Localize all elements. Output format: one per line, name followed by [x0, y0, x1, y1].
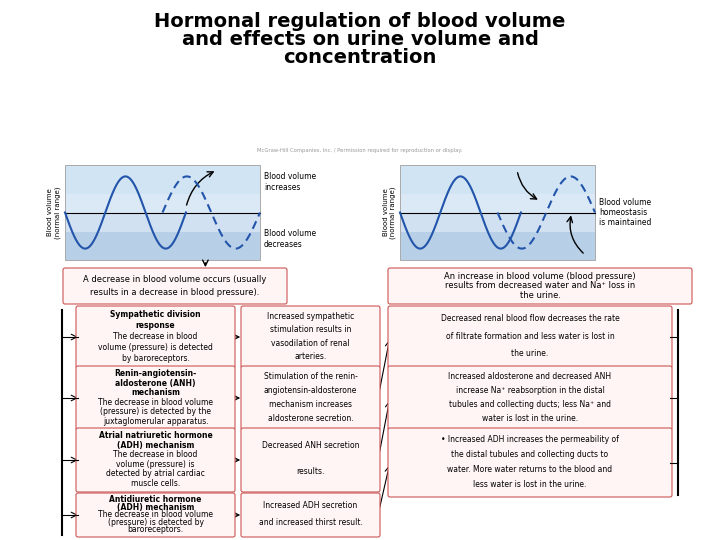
- Text: detected by atrial cardiac: detected by atrial cardiac: [106, 469, 205, 478]
- FancyBboxPatch shape: [388, 428, 672, 497]
- Text: (ADH) mechanism: (ADH) mechanism: [117, 441, 194, 450]
- Text: Blood volume
(normal range): Blood volume (normal range): [382, 186, 396, 239]
- Text: and increased thirst result.: and increased thirst result.: [258, 518, 362, 528]
- Text: the distal tubules and collecting ducts to: the distal tubules and collecting ducts …: [451, 450, 608, 458]
- Text: Stimulation of the renin-: Stimulation of the renin-: [264, 372, 357, 381]
- Bar: [400, 165, 595, 213]
- FancyBboxPatch shape: [241, 366, 380, 430]
- Bar: [400, 213, 595, 260]
- Text: Increased aldosterone and decreased ANH: Increased aldosterone and decreased ANH: [449, 372, 611, 381]
- FancyBboxPatch shape: [241, 493, 380, 537]
- Text: water is lost in the urine.: water is lost in the urine.: [482, 414, 578, 423]
- Text: Antidiuretic hormone: Antidiuretic hormone: [109, 495, 202, 504]
- Text: Blood volume
increases: Blood volume increases: [264, 172, 316, 192]
- Text: increase Na⁺ reabsorption in the distal: increase Na⁺ reabsorption in the distal: [456, 386, 604, 395]
- Text: volume (pressure) is: volume (pressure) is: [116, 460, 194, 469]
- FancyBboxPatch shape: [76, 428, 235, 492]
- Text: stimulation results in: stimulation results in: [270, 325, 351, 334]
- Text: • Increased ADH increases the permeability of: • Increased ADH increases the permeabili…: [441, 435, 619, 443]
- Text: McGraw-Hill Companies, Inc. / Permission required for reproduction or display.: McGraw-Hill Companies, Inc. / Permission…: [257, 148, 463, 153]
- Text: A decrease in blood volume occurs (usually: A decrease in blood volume occurs (usual…: [84, 275, 266, 284]
- Text: The decrease in blood: The decrease in blood: [113, 332, 198, 341]
- FancyBboxPatch shape: [63, 268, 287, 304]
- FancyBboxPatch shape: [76, 493, 235, 537]
- FancyBboxPatch shape: [388, 366, 672, 430]
- Text: An increase in blood volume (blood pressure): An increase in blood volume (blood press…: [444, 272, 636, 281]
- Text: Increased sympathetic: Increased sympathetic: [267, 312, 354, 321]
- Text: (pressure) is detected by the: (pressure) is detected by the: [100, 407, 211, 416]
- FancyBboxPatch shape: [241, 428, 380, 492]
- Text: aldosterone secretion.: aldosterone secretion.: [268, 414, 354, 423]
- Text: vasodilation of renal: vasodilation of renal: [271, 339, 350, 348]
- Text: Decreased renal blood flow decreases the rate: Decreased renal blood flow decreases the…: [441, 314, 619, 323]
- Text: mechanism: mechanism: [131, 388, 180, 397]
- FancyBboxPatch shape: [76, 366, 235, 430]
- Text: by baroreceptors.: by baroreceptors.: [122, 354, 189, 363]
- Bar: [400, 193, 595, 232]
- Bar: [65, 193, 260, 232]
- Text: Sympathetic division: Sympathetic division: [110, 310, 201, 319]
- Text: water. More water returns to the blood and: water. More water returns to the blood a…: [447, 465, 613, 474]
- FancyBboxPatch shape: [241, 306, 380, 368]
- Text: aldosterone (ANH): aldosterone (ANH): [115, 379, 196, 388]
- FancyBboxPatch shape: [76, 306, 235, 368]
- Text: arteries.: arteries.: [294, 352, 327, 361]
- Text: Blood volume
decreases: Blood volume decreases: [264, 230, 316, 249]
- Text: (pressure) is detected by: (pressure) is detected by: [107, 518, 204, 526]
- Text: results.: results.: [297, 467, 325, 476]
- Text: The decrease in blood volume: The decrease in blood volume: [98, 398, 213, 407]
- Bar: [65, 165, 260, 260]
- Text: and effects on urine volume and: and effects on urine volume and: [181, 30, 539, 49]
- Text: The decrease in blood: The decrease in blood: [113, 450, 198, 459]
- Text: mechanism increases: mechanism increases: [269, 400, 352, 409]
- Bar: [65, 165, 260, 213]
- Text: response: response: [135, 321, 175, 330]
- Text: less water is lost in the urine.: less water is lost in the urine.: [473, 480, 587, 489]
- Text: angiotensin-aldosterone: angiotensin-aldosterone: [264, 386, 357, 395]
- FancyBboxPatch shape: [388, 306, 672, 368]
- Text: Decreased ANH secretion: Decreased ANH secretion: [262, 441, 359, 450]
- Text: results from decreased water and Na⁺ loss in: results from decreased water and Na⁺ los…: [445, 281, 635, 291]
- Text: tubules and collecting ducts; less Na⁺ and: tubules and collecting ducts; less Na⁺ a…: [449, 400, 611, 409]
- Text: Blood volume
homeostasis
is maintained: Blood volume homeostasis is maintained: [599, 198, 652, 227]
- Bar: [65, 213, 260, 260]
- Text: the urine.: the urine.: [511, 349, 549, 358]
- Text: Hormonal regulation of blood volume: Hormonal regulation of blood volume: [154, 12, 566, 31]
- Text: Blood volume
(normal range): Blood volume (normal range): [48, 186, 61, 239]
- Text: Atrial natriuretic hormone: Atrial natriuretic hormone: [99, 431, 212, 440]
- Text: baroreceptors.: baroreceptors.: [127, 525, 184, 534]
- Text: results in a decrease in blood pressure).: results in a decrease in blood pressure)…: [90, 288, 260, 297]
- FancyBboxPatch shape: [388, 268, 692, 304]
- Text: volume (pressure) is detected: volume (pressure) is detected: [98, 343, 213, 352]
- Bar: [400, 165, 595, 260]
- Text: juxtaglomerular apparatus.: juxtaglomerular apparatus.: [103, 417, 208, 426]
- Text: the urine.: the urine.: [520, 291, 560, 300]
- Text: muscle cells.: muscle cells.: [131, 479, 180, 488]
- Text: concentration: concentration: [283, 48, 437, 67]
- Text: Increased ADH secretion: Increased ADH secretion: [264, 501, 358, 510]
- Text: Renin-angiotensin-: Renin-angiotensin-: [114, 369, 197, 378]
- Text: (ADH) mechanism: (ADH) mechanism: [117, 503, 194, 511]
- Text: of filtrate formation and less water is lost in: of filtrate formation and less water is …: [446, 332, 614, 341]
- Text: The decrease in blood volume: The decrease in blood volume: [98, 510, 213, 519]
